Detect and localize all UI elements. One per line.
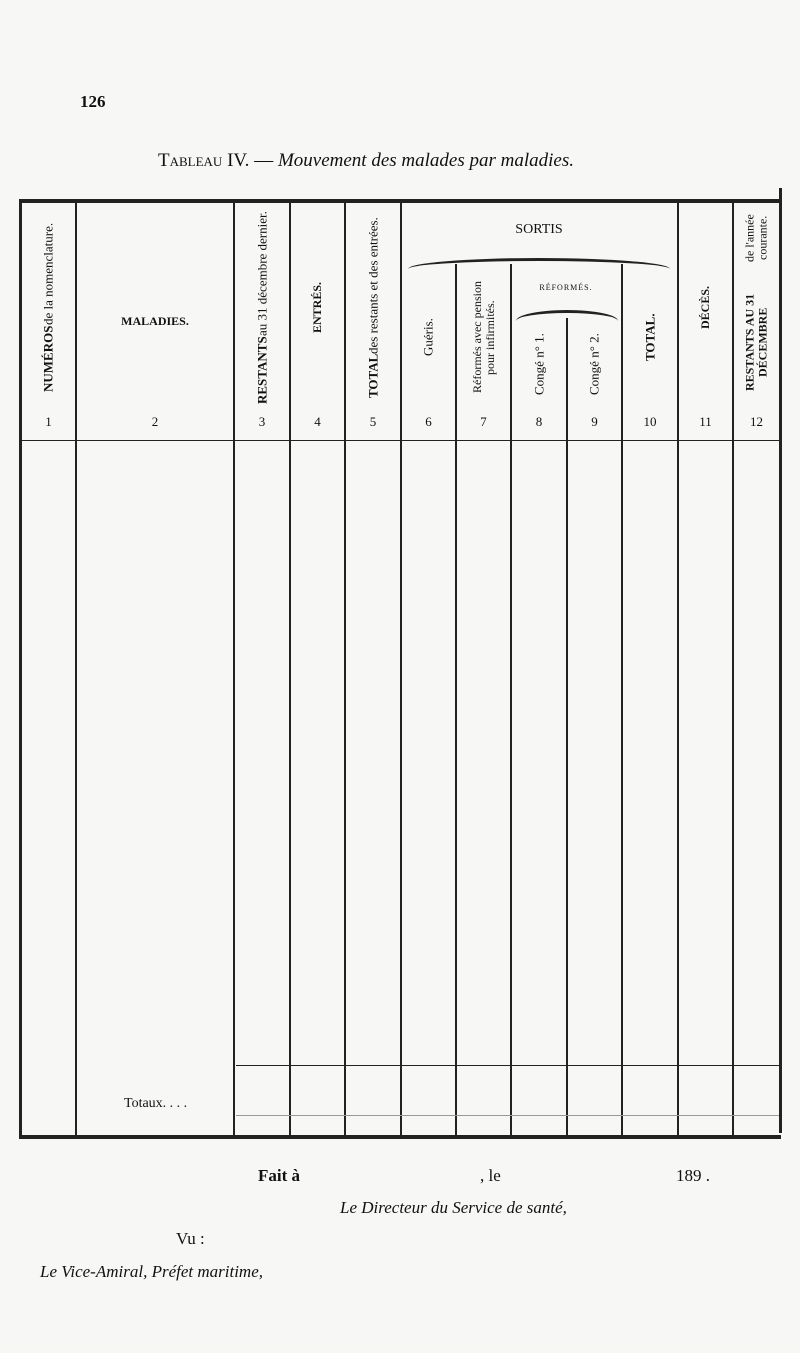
col-number: 11 [699, 414, 712, 429]
col-11-header: DÉCÈS. [697, 286, 712, 330]
col-12-header: RESTANTS AU 31 DÉCEMBRE de l'année couran… [734, 200, 779, 410]
group-reformes: RÉFORMÉS. [539, 283, 593, 292]
col-sub: de la nomenclature. [40, 223, 56, 326]
table-label: Tableau IV. [158, 150, 250, 171]
col-9-header: Congé n° 2. [586, 333, 602, 396]
group-sortis: SORTIS [515, 222, 563, 237]
date-le: , le [480, 1166, 501, 1185]
page-title: Tableau IV. — Mouvement des malades par … [158, 150, 574, 172]
col-number: 10 [643, 414, 657, 429]
title-dash: — [254, 150, 274, 171]
col-label: RESTANTS [254, 336, 270, 404]
col-sub: de l'année courante. [742, 213, 770, 262]
col-number: 6 [425, 414, 432, 429]
page-number: 126 [80, 92, 106, 111]
col-7-header: Réformés avec pension pour infirmités. [469, 281, 497, 394]
col-number: 4 [314, 414, 321, 429]
col-number: 12 [750, 414, 763, 429]
col-number: 3 [258, 414, 266, 429]
col-number: 9 [591, 414, 598, 429]
col-number: 1 [45, 414, 52, 429]
brace-reformes [516, 310, 618, 321]
brace-sortis [408, 258, 670, 269]
col-number: 8 [535, 414, 543, 429]
col-2-header: MALADIES. [121, 314, 189, 328]
col-sub: des restants et des entrées. [365, 216, 381, 354]
col-number: 2 [151, 414, 159, 429]
vu-label: Vu : [176, 1229, 205, 1248]
col-3-header: RESTANTS au 31 décembre dernier. [236, 210, 289, 405]
col-10-header: TOTAL. [642, 313, 658, 362]
table-subtitle: Mouvement des malades par maladies. [277, 150, 574, 171]
totals-label: Totaux. . . . [124, 1096, 188, 1111]
directeur-signature-line: Le Directeur du Service de santé, [340, 1198, 567, 1217]
col-label: NUMÉROS [40, 325, 56, 392]
fait-a: Fait à [258, 1166, 301, 1185]
col-number: 7 [480, 414, 487, 429]
col-1-header: NUMÉROS de la nomenclature. [22, 210, 75, 405]
col-sub: au 31 décembre dernier. [254, 211, 270, 337]
col-label: RESTANTS AU 31 DÉCEMBRE [742, 294, 770, 392]
col-4-header: ENTRÉS. [309, 281, 324, 334]
col-label: TOTAL [365, 353, 381, 399]
col-number: 5 [369, 414, 377, 429]
prefet-signature-line: Le Vice-Amiral, Préfet maritime, [40, 1262, 263, 1281]
col-6-header: Guéris. [420, 318, 436, 357]
col-8-header: Congé n° 1. [531, 333, 547, 396]
col-5-header: TOTAL des restants et des entrées. [347, 210, 400, 405]
year: 189 . [676, 1166, 710, 1185]
